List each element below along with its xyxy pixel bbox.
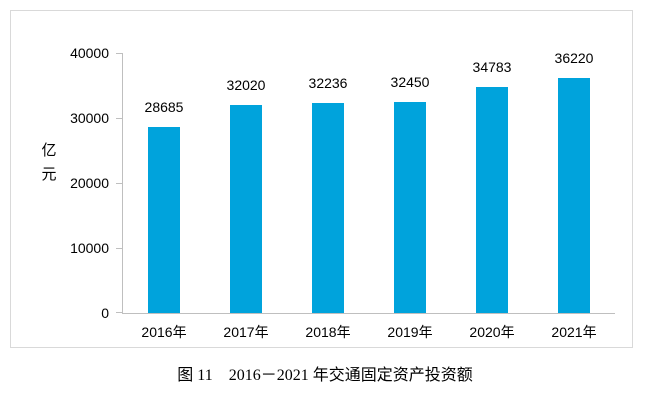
- y-tick-label: 20000: [70, 175, 109, 191]
- y-tick-label: 0: [101, 305, 109, 321]
- y-tick-mark: [116, 118, 122, 119]
- bar-value-label: 32236: [308, 75, 348, 91]
- x-axis-label: 2020年: [469, 324, 515, 340]
- bar-2020年: [476, 87, 508, 313]
- y-tick-mark: [116, 183, 122, 184]
- bar-value-label: 28685: [144, 99, 184, 115]
- bar-2021年: [558, 78, 590, 313]
- x-axis-label: 2016年: [141, 324, 187, 340]
- y-tick-mark: [116, 53, 122, 54]
- y-tick-mark: [116, 312, 122, 313]
- x-axis-label: 2021年: [551, 324, 597, 340]
- chart-frame: 亿元 0 10000 20000 30000 40000 28685 2016年 32020…: [10, 10, 633, 348]
- x-axis-label: 2019年: [387, 324, 433, 340]
- bar-value-label: 34783: [472, 59, 512, 75]
- y-axis-title: 亿元: [41, 142, 57, 183]
- x-axis-label: 2018年: [305, 324, 351, 340]
- bar-value-label: 32450: [390, 74, 430, 90]
- bar-2019年: [394, 102, 426, 313]
- y-tick-label: 40000: [70, 45, 109, 61]
- y-axis-ticks: 0 10000 20000 30000 40000: [51, 45, 109, 321]
- plot-area: 28685 2016年 32020 2017年 32236 2018年 32450 2019年…: [116, 50, 615, 340]
- figure-caption: 图 11 2016－2021 年交通固定资产投资额: [177, 367, 473, 384]
- bar-2018年: [312, 103, 344, 313]
- bar-value-label: 32020: [226, 77, 266, 93]
- bar-2016年: [148, 127, 180, 313]
- y-tick-label: 30000: [70, 110, 109, 126]
- y-tick-label: 10000: [70, 240, 109, 256]
- x-axis-label: 2017年: [223, 324, 269, 340]
- y-tick-mark: [116, 248, 122, 249]
- bar-2017年: [230, 105, 262, 313]
- bar-value-label: 36220: [554, 50, 594, 66]
